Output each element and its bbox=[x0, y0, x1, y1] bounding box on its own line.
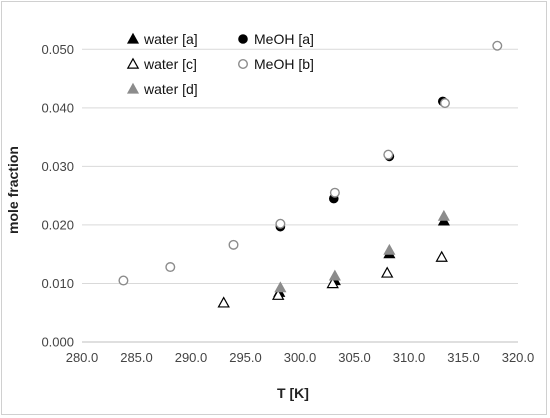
data-point bbox=[435, 250, 448, 262]
data-point bbox=[383, 243, 396, 255]
y-axis-ticks: 0.000 0.010 0.020 0.030 0.040 0.050 bbox=[41, 42, 74, 350]
x-axis-ticks: 280.0 285.0 290.0 295.0 300.0 305.0 310.0 315.0… bbox=[66, 350, 535, 365]
legend-label: water [d] bbox=[143, 81, 198, 97]
x-tick-label: 280.0 bbox=[66, 350, 99, 365]
legend-marker bbox=[126, 32, 140, 44]
legend-marker bbox=[126, 82, 140, 94]
y-tick-label: 0.040 bbox=[41, 100, 74, 115]
data-point bbox=[271, 288, 285, 300]
legend-marker bbox=[126, 57, 140, 69]
data-point bbox=[383, 149, 394, 160]
y-tick-label: 0.010 bbox=[41, 276, 74, 291]
x-tick-label: 295.0 bbox=[229, 350, 262, 365]
legend-label: MeOH [a] bbox=[254, 31, 314, 47]
data-point bbox=[328, 269, 341, 281]
data-point bbox=[326, 277, 339, 289]
data-point bbox=[492, 40, 503, 51]
x-tick-label: 320.0 bbox=[502, 350, 535, 365]
y-axis-title: mole fraction bbox=[5, 146, 21, 234]
data-point bbox=[118, 275, 129, 286]
legend-label: water [c] bbox=[143, 56, 197, 72]
data-point bbox=[437, 209, 450, 221]
data-point bbox=[165, 262, 176, 273]
data-point bbox=[228, 239, 239, 250]
data-point bbox=[217, 296, 230, 308]
legend: water [a] water [c] water [d] MeOH [a] MeOH … bbox=[126, 31, 314, 97]
data-points bbox=[118, 40, 503, 308]
data-point bbox=[439, 98, 450, 109]
y-tick-label: 0.050 bbox=[41, 42, 74, 57]
x-tick-label: 315.0 bbox=[447, 350, 480, 365]
x-axis-title: T [K] bbox=[277, 385, 309, 401]
data-point bbox=[275, 218, 286, 229]
data-point bbox=[329, 187, 340, 198]
y-tick-label: 0.000 bbox=[41, 335, 74, 350]
x-tick-label: 310.0 bbox=[393, 350, 426, 365]
legend-marker bbox=[237, 59, 248, 70]
legend-label: water [a] bbox=[143, 31, 198, 47]
x-tick-label: 285.0 bbox=[120, 350, 153, 365]
x-tick-label: 300.0 bbox=[284, 350, 317, 365]
x-tick-label: 290.0 bbox=[175, 350, 208, 365]
data-point bbox=[274, 281, 287, 293]
y-tick-label: 0.020 bbox=[41, 217, 74, 232]
y-tick-label: 0.030 bbox=[41, 159, 74, 174]
x-tick-label: 305.0 bbox=[338, 350, 371, 365]
data-point bbox=[380, 266, 394, 278]
legend-marker bbox=[238, 34, 248, 44]
legend-label: MeOH [b] bbox=[254, 56, 314, 72]
